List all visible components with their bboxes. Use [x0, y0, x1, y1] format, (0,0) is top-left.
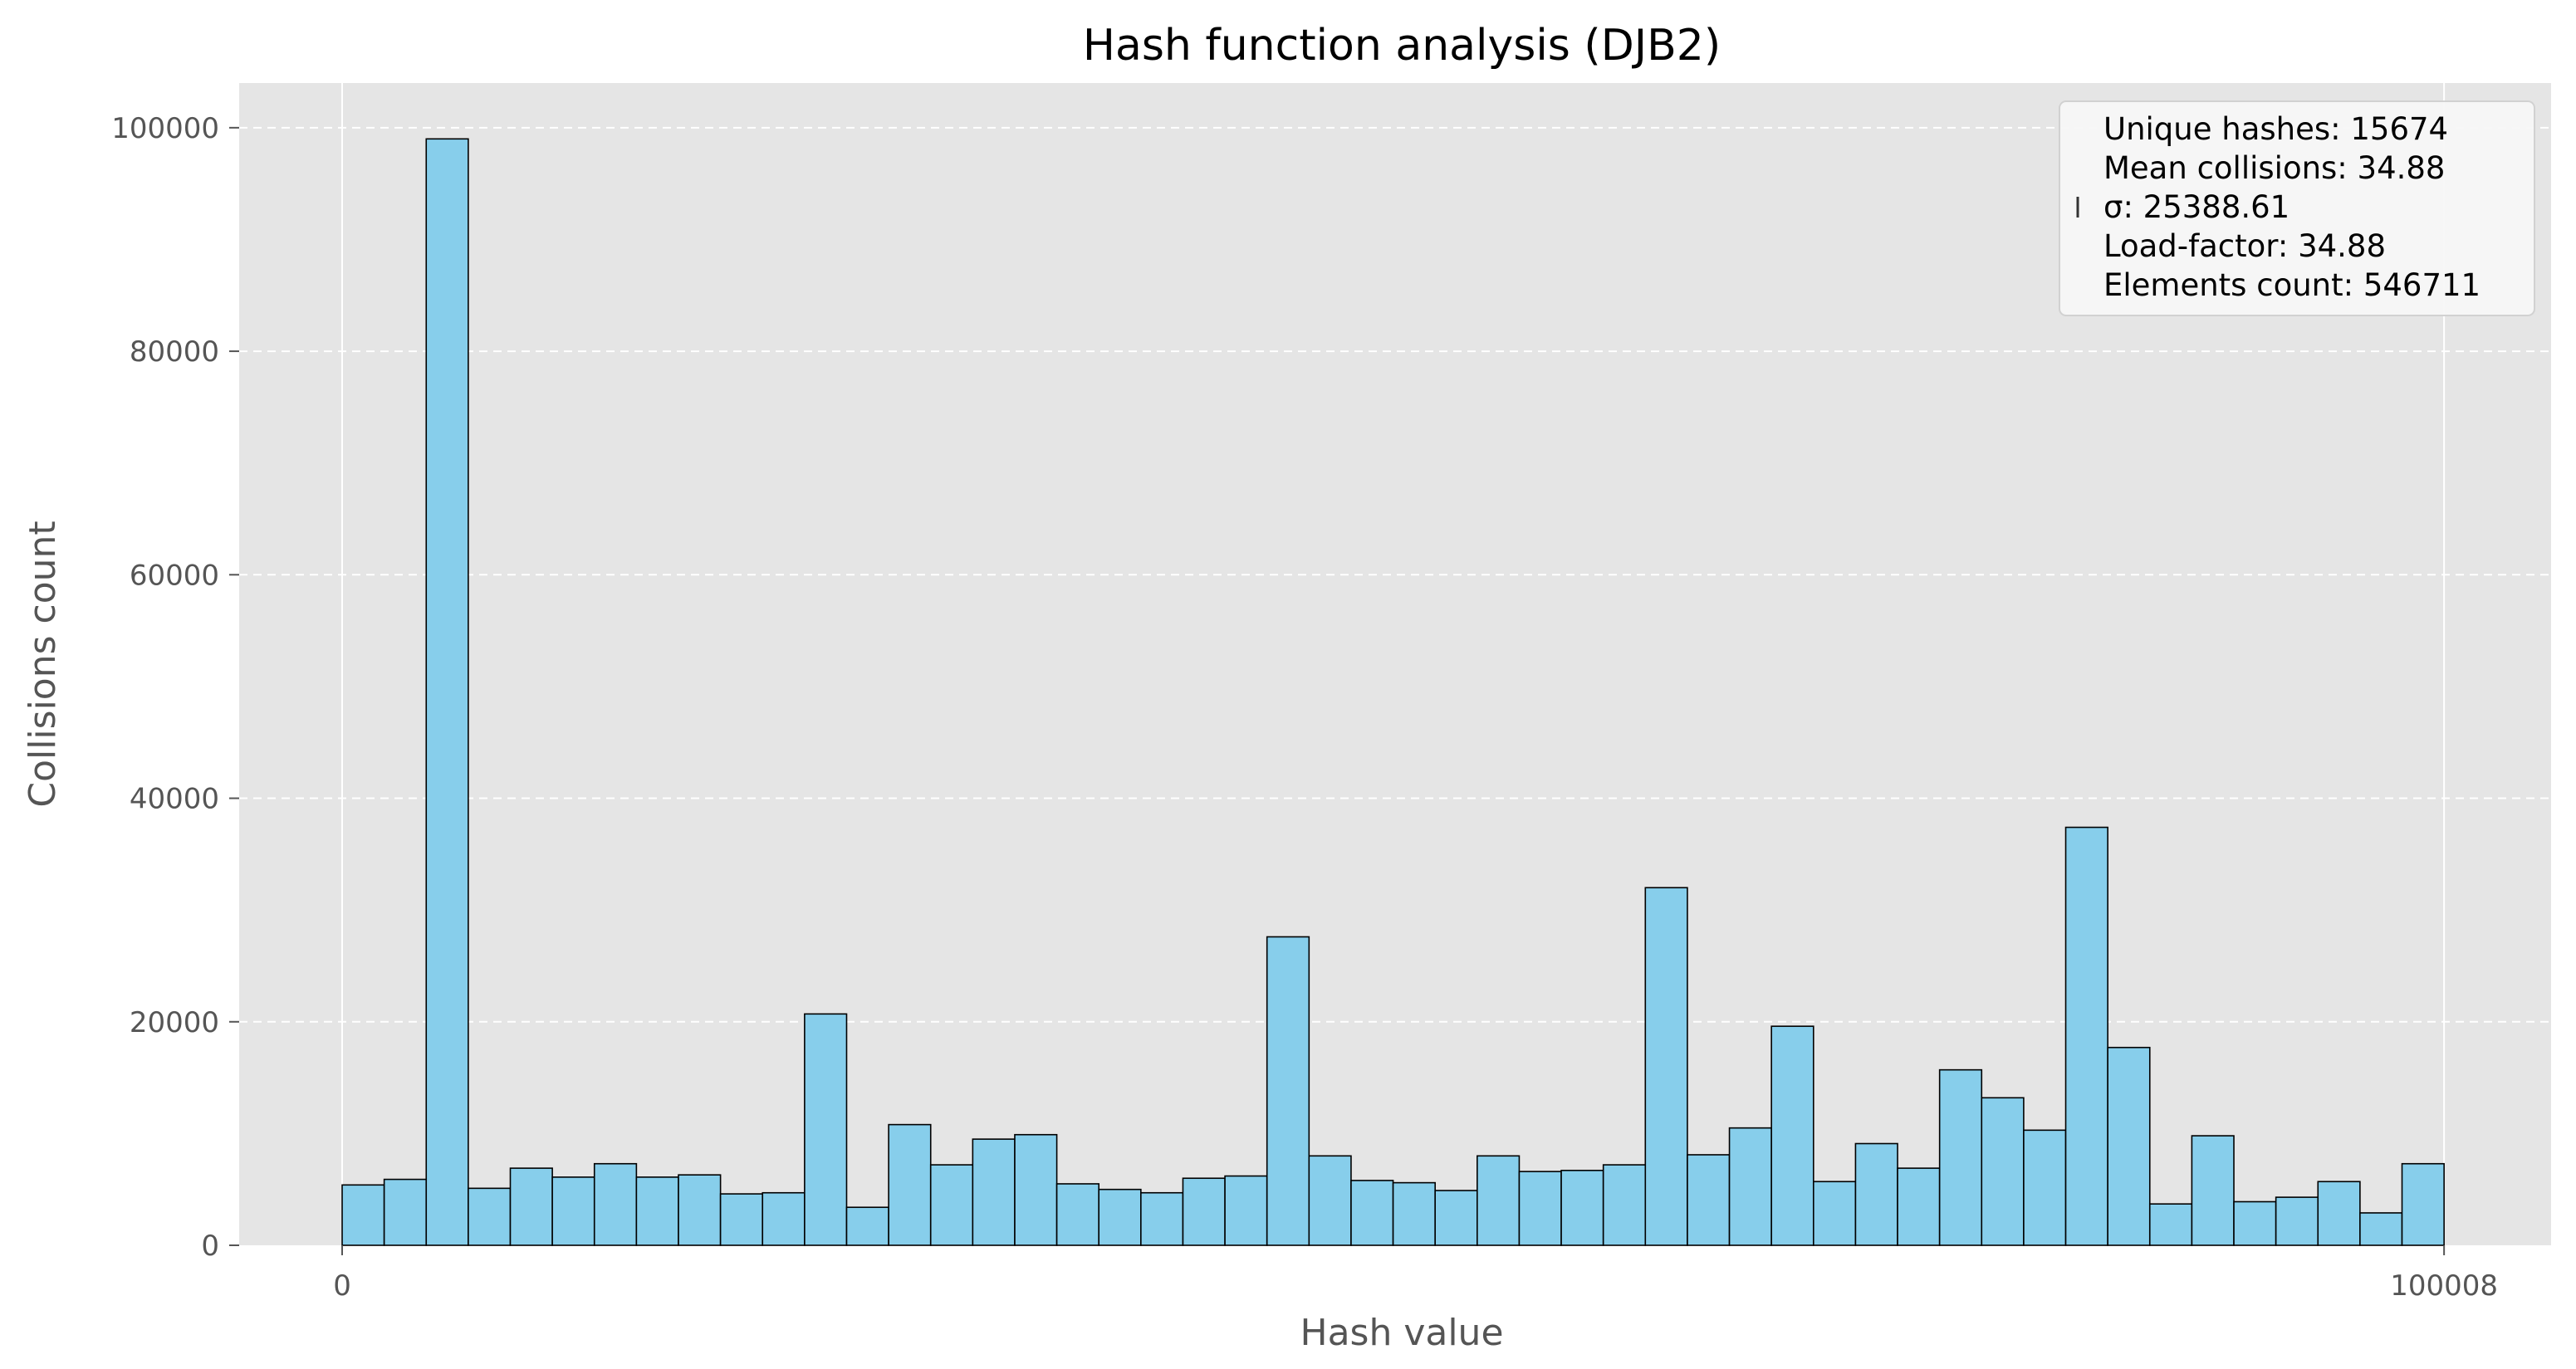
- histogram-bar: [1392, 1181, 1436, 1246]
- histogram-bar: [2233, 1200, 2277, 1246]
- histogram-bar: [635, 1176, 679, 1246]
- histogram-bar: [1854, 1142, 1898, 1246]
- y-tick-label: 40000: [130, 783, 219, 816]
- histogram-bar: [1728, 1127, 1772, 1246]
- y-tick-label: 80000: [130, 335, 219, 369]
- histogram-bar: [341, 1184, 385, 1246]
- histogram-bar: [1350, 1180, 1394, 1246]
- histogram-bar: [551, 1176, 595, 1246]
- stat-load-factor: Load-factor: 34.88: [2103, 228, 2386, 264]
- histogram-bar: [888, 1123, 932, 1246]
- y-tick-label: 60000: [130, 559, 219, 592]
- histogram-bar: [2359, 1212, 2403, 1246]
- x-tick-label: 100008: [2390, 1269, 2498, 1303]
- histogram-bar: [1897, 1167, 1941, 1246]
- ticks-layer: 0 20000 40000 60000 80000 100000 0 100008: [111, 112, 2498, 1303]
- stats-legend-box: [2059, 100, 2535, 316]
- histogram-bar: [2275, 1196, 2319, 1246]
- histogram-bar: [1981, 1097, 2025, 1246]
- histogram-bar: [1308, 1155, 1352, 1246]
- y-axis-label: Collisions count: [22, 521, 64, 807]
- histogram-bar: [1182, 1177, 1226, 1246]
- histogram-bar: [719, 1193, 764, 1246]
- histogram-bar: [1938, 1068, 1983, 1246]
- stat-mean-collisions: Mean collisions: 34.88: [2103, 150, 2445, 186]
- histogram-bar: [1812, 1181, 1857, 1246]
- histogram-bar: [678, 1174, 722, 1246]
- y-tick-label: 100000: [111, 112, 219, 145]
- x-axis-label: Hash value: [1300, 1312, 1503, 1354]
- histogram-bar: [383, 1178, 428, 1246]
- histogram-bar: [762, 1191, 806, 1246]
- histogram-bar: [1140, 1191, 1184, 1246]
- histogram-bar: [1518, 1171, 1562, 1246]
- histogram-bar: [1434, 1190, 1478, 1246]
- chart-title: Hash function analysis (DJB2): [1083, 21, 1721, 71]
- histogram-bar: [2148, 1203, 2193, 1246]
- histogram-bar: [1477, 1155, 1521, 1246]
- histogram-bar: [1266, 936, 1310, 1246]
- histogram-bar: [1098, 1188, 1142, 1246]
- histogram-bar: [1644, 887, 1688, 1246]
- histogram-bar: [2191, 1135, 2235, 1246]
- histogram-bar: [1687, 1154, 1731, 1246]
- histogram-bar: [2064, 826, 2108, 1246]
- histogram-bar: [2023, 1129, 2067, 1246]
- histogram-bar: [468, 1187, 512, 1246]
- histogram-bar: [972, 1138, 1016, 1246]
- histogram-bar: [1014, 1133, 1058, 1246]
- histogram-bar: [1055, 1183, 1100, 1246]
- histogram-bar: [2317, 1181, 2361, 1246]
- histogram-bar: [425, 138, 469, 1246]
- x-tick-label: 0: [333, 1269, 351, 1303]
- histogram-bar: [1224, 1175, 1268, 1246]
- histogram-bar: [804, 1013, 848, 1246]
- y-tick-label: 0: [201, 1230, 219, 1263]
- stat-elements-count: Elements count: 546711: [2103, 267, 2481, 303]
- histogram-bar: [1560, 1170, 1604, 1246]
- histogram-bar: [1770, 1025, 1814, 1246]
- histogram-bar: [1602, 1164, 1647, 1246]
- histogram-bar: [2401, 1162, 2445, 1246]
- bars-layer: [341, 138, 2445, 1246]
- histogram-bar: [845, 1206, 889, 1246]
- y-tick-label: 20000: [130, 1006, 219, 1039]
- histogram-bar: [509, 1167, 553, 1246]
- histogram-bar: [2107, 1046, 2151, 1246]
- histogram-bar: [929, 1164, 974, 1246]
- stats-legend: Unique hashes: 15674 Mean collisions: 34…: [2059, 100, 2535, 316]
- histogram-bar: [593, 1162, 638, 1246]
- stat-sigma: σ: 25388.61: [2103, 189, 2290, 225]
- stat-unique-hashes: Unique hashes: 15674: [2103, 111, 2448, 147]
